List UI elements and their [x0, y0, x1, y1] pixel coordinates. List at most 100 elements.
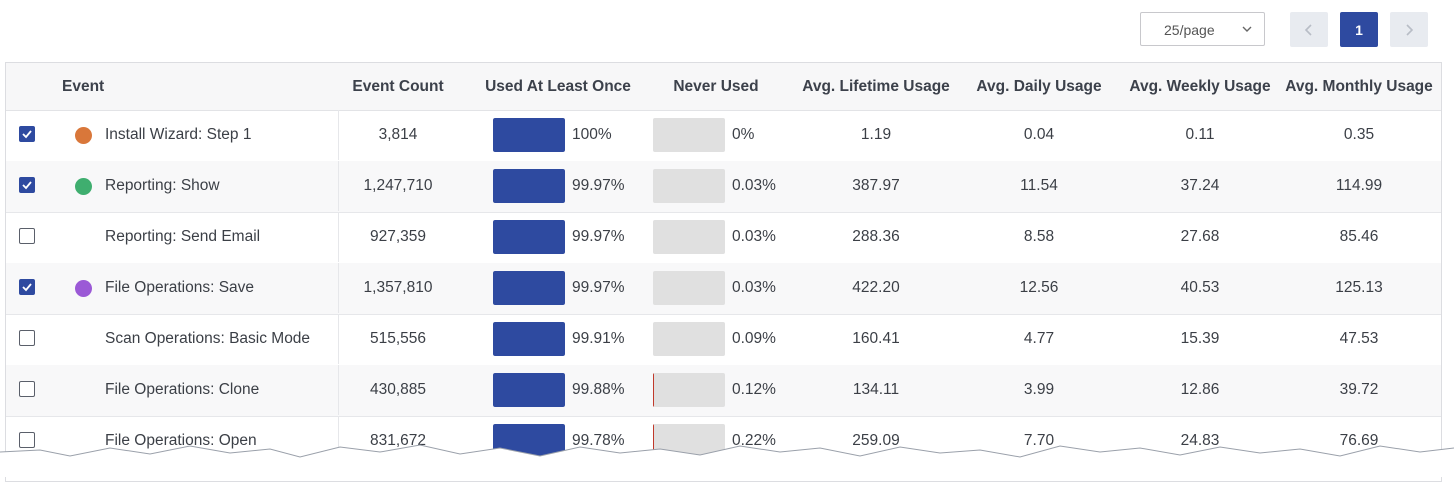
avg-monthly-usage: 0.35: [1280, 110, 1438, 160]
avg-monthly-usage: 85.46: [1280, 212, 1438, 262]
used-at-least-once-fill: [493, 271, 565, 305]
avg-daily-usage: 4.77: [964, 314, 1114, 364]
never-used-bar: [653, 169, 725, 203]
never-used-pct: 0%: [732, 110, 754, 160]
event-count: 1,247,710: [338, 161, 458, 211]
never-used-bar: [653, 118, 725, 152]
check-icon: [21, 179, 33, 191]
used-at-least-once-bar: [493, 271, 565, 305]
event-name: File Operations: Save: [105, 263, 254, 313]
avg-weekly-usage: 0.11: [1122, 110, 1278, 160]
used-at-least-once-pct: 99.97%: [572, 161, 625, 211]
used-at-least-once-bar: [493, 118, 565, 152]
event-count: 3,814: [338, 110, 458, 160]
avg-weekly-usage: 15.39: [1122, 314, 1278, 364]
never-used-bar: [653, 373, 725, 407]
avg-lifetime-usage: 1.19: [796, 110, 956, 160]
torn-edge: [0, 430, 1454, 477]
never-used-pct: 0.09%: [732, 314, 776, 364]
never-used-bar: [653, 220, 725, 254]
page-1-button[interactable]: 1: [1340, 12, 1378, 47]
table-row[interactable]: File Operations: Save 1,357,810 99.97% 0.03…: [6, 263, 1441, 315]
row-checkbox[interactable]: [19, 228, 35, 244]
row-checkbox[interactable]: [19, 177, 35, 193]
avg-monthly-usage: 125.13: [1280, 263, 1438, 313]
avg-monthly-usage: 47.53: [1280, 314, 1438, 364]
chevron-left-icon: [1302, 23, 1316, 37]
header-avg-weekly[interactable]: Avg. Weekly Usage: [1122, 63, 1278, 110]
avg-lifetime-usage: 422.20: [796, 263, 956, 313]
avg-weekly-usage: 37.24: [1122, 161, 1278, 211]
header-avg-lifetime[interactable]: Avg. Lifetime Usage: [796, 63, 956, 110]
table-row[interactable]: Reporting: Send Email 927,359 99.97% 0.03% 2…: [6, 212, 1441, 264]
events-table: Event Event Count Used At Least Once Nev…: [5, 62, 1442, 482]
prev-page-button[interactable]: [1290, 12, 1328, 47]
used-at-least-once-bar: [493, 322, 565, 356]
avg-weekly-usage: 12.86: [1122, 365, 1278, 415]
row-checkbox[interactable]: [19, 279, 35, 295]
never-used-pct: 0.03%: [732, 212, 776, 262]
avg-monthly-usage: 114.99: [1280, 161, 1438, 211]
avg-daily-usage: 11.54: [964, 161, 1114, 211]
event-name: Install Wizard: Step 1: [105, 110, 251, 160]
used-at-least-once-pct: 99.91%: [572, 314, 625, 364]
never-used-pct: 0.12%: [732, 365, 776, 415]
event-name: Reporting: Send Email: [105, 212, 260, 262]
used-at-least-once-fill: [493, 118, 565, 152]
row-checkbox[interactable]: [19, 126, 35, 142]
event-count: 430,885: [338, 365, 458, 415]
used-at-least-once-fill: [493, 169, 565, 203]
avg-daily-usage: 12.56: [964, 263, 1114, 313]
avg-monthly-usage: 39.72: [1280, 365, 1438, 415]
never-used-fill: [653, 373, 654, 407]
table-row[interactable]: Scan Operations: Basic Mode 515,556 99.91%…: [6, 314, 1441, 366]
avg-weekly-usage: 40.53: [1122, 263, 1278, 313]
chevron-right-icon: [1402, 23, 1416, 37]
used-at-least-once-pct: 99.97%: [572, 263, 625, 313]
event-name: File Operations: Clone: [105, 365, 259, 415]
header-avg-monthly[interactable]: Avg. Monthly Usage: [1280, 63, 1438, 110]
event-count: 1,357,810: [338, 263, 458, 313]
used-at-least-once-pct: 100%: [572, 110, 612, 160]
event-count: 515,556: [338, 314, 458, 364]
header-never-used[interactable]: Never Used: [646, 63, 786, 110]
never-used-bar: [653, 322, 725, 356]
avg-lifetime-usage: 387.97: [796, 161, 956, 211]
check-icon: [21, 128, 33, 140]
never-used-pct: 0.03%: [732, 263, 776, 313]
avg-daily-usage: 3.99: [964, 365, 1114, 415]
series-color-dot: [75, 178, 92, 195]
never-used-bar: [653, 271, 725, 305]
next-page-button[interactable]: [1390, 12, 1428, 47]
used-at-least-once-fill: [493, 220, 565, 254]
used-at-least-once-fill: [493, 373, 565, 407]
used-at-least-once-bar: [493, 373, 565, 407]
avg-daily-usage: 0.04: [964, 110, 1114, 160]
event-count: 927,359: [338, 212, 458, 262]
chevron-down-icon: [1240, 22, 1254, 36]
check-icon: [21, 281, 33, 293]
avg-lifetime-usage: 134.11: [796, 365, 956, 415]
header-avg-daily[interactable]: Avg. Daily Usage: [964, 63, 1114, 110]
event-name: Reporting: Show: [105, 161, 220, 211]
avg-lifetime-usage: 160.41: [796, 314, 956, 364]
row-checkbox[interactable]: [19, 381, 35, 397]
never-used-pct: 0.03%: [732, 161, 776, 211]
series-color-dot: [75, 280, 92, 297]
header-event[interactable]: Event: [62, 63, 104, 110]
used-at-least-once-fill: [493, 322, 565, 356]
avg-daily-usage: 8.58: [964, 212, 1114, 262]
page-size-select[interactable]: 25/page: [1140, 12, 1265, 46]
header-used-at-least-once[interactable]: Used At Least Once: [478, 63, 638, 110]
used-at-least-once-bar: [493, 220, 565, 254]
table-header: Event Event Count Used At Least Once Nev…: [6, 63, 1441, 111]
pagination: 25/page 1: [1140, 12, 1400, 48]
avg-lifetime-usage: 288.36: [796, 212, 956, 262]
event-name: Scan Operations: Basic Mode: [105, 314, 310, 364]
used-at-least-once-pct: 99.97%: [572, 212, 625, 262]
header-event-count[interactable]: Event Count: [338, 63, 458, 110]
row-checkbox[interactable]: [19, 330, 35, 346]
table-row[interactable]: Reporting: Show 1,247,710 99.97% 0.03% 387.9…: [6, 161, 1441, 213]
